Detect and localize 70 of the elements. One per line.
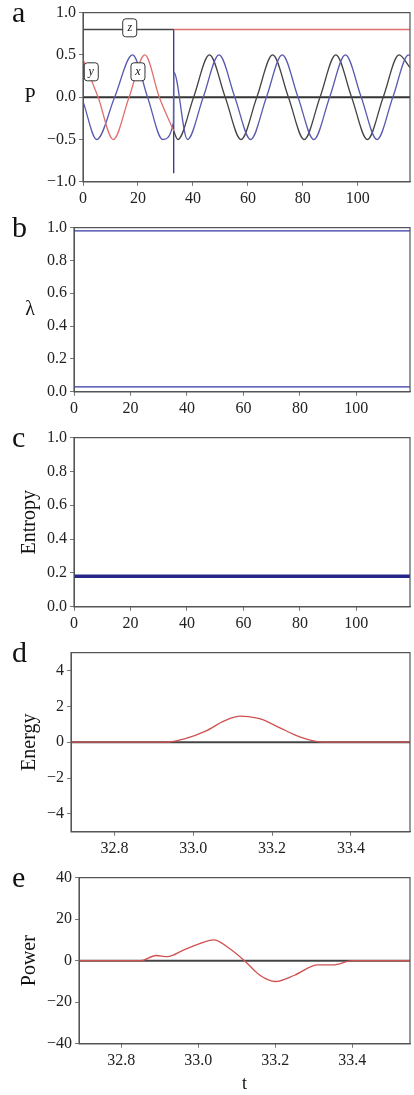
x-tick-label: 80 bbox=[291, 398, 308, 416]
y-tick-label: 1.0 bbox=[47, 217, 67, 235]
y-tick-label: 0 bbox=[56, 732, 65, 750]
x-tick-label: 40 bbox=[178, 613, 195, 631]
x-tick-label: 100 bbox=[345, 188, 370, 206]
y-tick-label: 0 bbox=[64, 950, 73, 968]
y-tick-label: 0.0 bbox=[47, 382, 67, 399]
chart-title: c bbox=[12, 420, 26, 454]
x-axis-title: t bbox=[242, 1072, 248, 1093]
y-axis-title: P bbox=[24, 84, 36, 107]
chart-title: d bbox=[12, 635, 27, 669]
x-tick-label: 40 bbox=[184, 188, 201, 206]
y-axis-title: Power bbox=[17, 934, 40, 987]
y-axis-title: λ bbox=[25, 296, 36, 319]
x-tick-label: 33.0 bbox=[179, 838, 208, 856]
y-tick-label: 0.0 bbox=[47, 597, 67, 614]
y-tick-label: 20 bbox=[56, 909, 73, 927]
line-series bbox=[173, 54, 410, 141]
y-tick-label: 2 bbox=[56, 696, 65, 714]
y-axis-title: Energy bbox=[17, 713, 41, 771]
x-tick-label: 100 bbox=[344, 613, 369, 631]
y-tick-label: 0.6 bbox=[47, 495, 67, 513]
line-series bbox=[71, 715, 410, 743]
chart-title: e bbox=[12, 860, 26, 894]
x-tick-label: 33.2 bbox=[258, 838, 287, 856]
y-tick-label: −20 bbox=[46, 992, 73, 1010]
x-tick-label: 40 bbox=[178, 398, 195, 416]
x-tick-label: 20 bbox=[129, 188, 146, 206]
chart-title: b bbox=[12, 210, 27, 244]
y-tick-label: 0.5 bbox=[56, 45, 77, 63]
y-tick-label: 0.0 bbox=[56, 87, 77, 105]
annotation: x bbox=[134, 63, 142, 78]
y-tick-label: 0.8 bbox=[47, 250, 67, 268]
line-series bbox=[79, 939, 410, 983]
y-tick-label: −2 bbox=[46, 768, 65, 786]
x-tick-label: 60 bbox=[239, 188, 256, 206]
y-tick-label: −0.5 bbox=[46, 129, 77, 147]
chart-title: a bbox=[12, 0, 26, 29]
y-tick-label: 0.6 bbox=[47, 283, 67, 301]
x-tick-label: 80 bbox=[291, 613, 308, 631]
x-tick-label: 80 bbox=[294, 188, 311, 206]
x-tick-label: 100 bbox=[344, 398, 369, 416]
y-tick-label: 4 bbox=[56, 660, 65, 678]
y-tick-label: −4 bbox=[46, 804, 65, 822]
line-series bbox=[83, 54, 175, 141]
x-tick-label: 20 bbox=[122, 398, 139, 416]
annotation: z bbox=[126, 19, 133, 34]
y-tick-label: 0.8 bbox=[47, 461, 67, 479]
y-tick-label: 0.2 bbox=[47, 349, 67, 367]
annotation: y bbox=[87, 63, 95, 78]
y-tick-label: 0.4 bbox=[47, 316, 67, 334]
y-tick-label: −1.0 bbox=[46, 172, 77, 189]
y-axis-title: Entropy bbox=[17, 489, 41, 555]
x-tick-label: 32.8 bbox=[100, 838, 129, 856]
y-tick-label: 0.2 bbox=[47, 563, 67, 581]
y-tick-label: −40 bbox=[46, 1034, 73, 1051]
y-tick-label: 0.4 bbox=[47, 529, 67, 547]
line-series bbox=[83, 54, 410, 141]
y-tick-label: 1.0 bbox=[56, 2, 77, 20]
x-tick-label: 33.4 bbox=[338, 1050, 367, 1068]
x-tick-label: 32.8 bbox=[107, 1050, 136, 1068]
x-tick-label: 33.0 bbox=[184, 1050, 213, 1068]
x-tick-label: 20 bbox=[122, 613, 139, 631]
y-tick-label: 1.0 bbox=[47, 427, 67, 445]
x-tick-label: 60 bbox=[235, 398, 252, 416]
x-tick-label: 33.4 bbox=[336, 838, 365, 856]
x-tick-label: 0 bbox=[79, 188, 88, 206]
x-tick-label: 33.2 bbox=[261, 1050, 290, 1068]
x-tick-label: 60 bbox=[235, 613, 252, 631]
y-tick-label: 40 bbox=[56, 867, 73, 885]
